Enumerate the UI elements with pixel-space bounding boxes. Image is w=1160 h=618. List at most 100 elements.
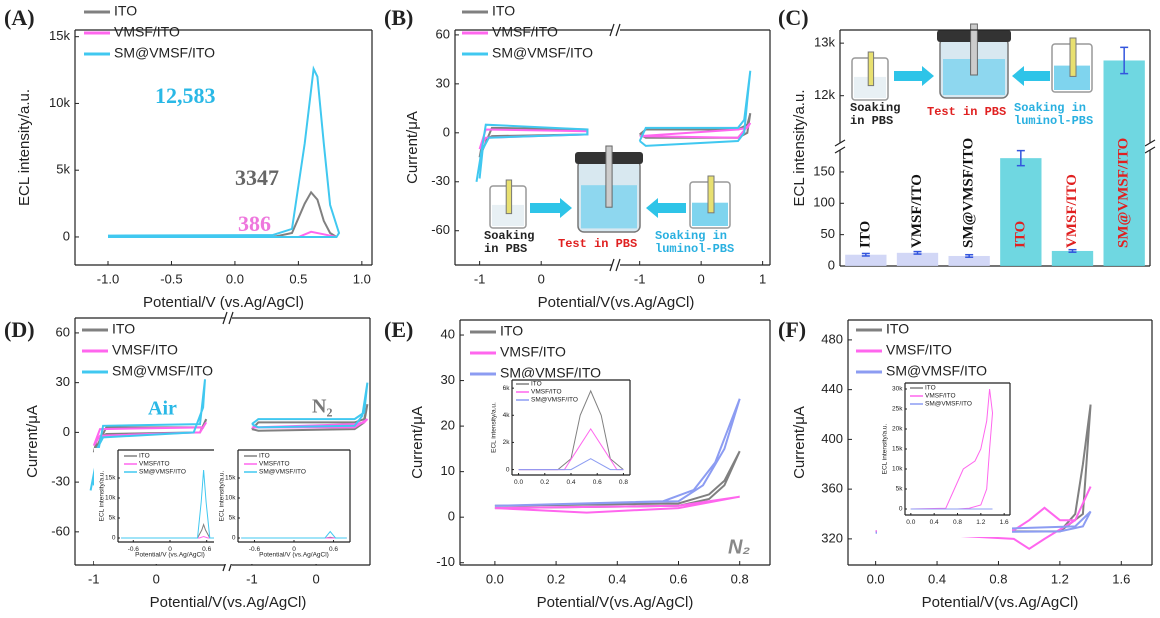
y-tick-label: 60 [56,324,70,339]
x-axis-label: Potential/V(vs.Ag/AgCl) [150,594,307,611]
series-line [251,418,369,429]
y-axis-label: ECL intensity/a.u. [882,423,889,474]
cell-electrode [970,23,978,76]
series-line [241,530,347,539]
x-tick-label: 0.0 [226,271,244,286]
x-tick-label: 1.2 [976,519,985,526]
axis-line [615,23,621,37]
y-tick-label: 5k [109,515,117,522]
x-tick-label: 0.8 [953,519,962,526]
axis-line [1144,139,1156,147]
beaker-liquid [492,204,524,226]
y-axis-label: ECL intensity/a.u. [99,470,106,521]
series-line [638,70,752,147]
panel-label: (A) [4,5,35,30]
y-tick-label: 5k [229,515,237,522]
series-line [121,469,219,539]
y-tick-label: -30 [51,474,70,489]
axis-line [609,23,615,37]
legend-label: VMSF/ITO [259,461,290,468]
y-tick-label: 50 [821,226,835,241]
y-tick-label: 0 [828,257,835,272]
series-line [494,398,741,507]
y-tick-label: 360 [821,481,843,496]
x-axis-label: Potential/V (vs.Ag/AgCl) [143,294,304,311]
electrode [707,175,715,214]
series-line [108,190,338,238]
x-tick-label: 0.6 [593,479,602,486]
panel-label: (C) [778,5,809,30]
x-tick-label: -0.6 [249,546,261,553]
y-tick-label: 40 [441,326,455,341]
legend-label: VMSF/ITO [492,24,558,40]
bar [948,255,990,266]
y-axis-label: Current/μA [404,111,421,184]
series-line [92,421,208,447]
y-tick-label: 5k [896,486,904,493]
arrow [1012,66,1050,86]
series-line [518,458,624,471]
y-tick-label: 15k [49,28,70,43]
series-line [639,122,752,139]
x-tick-label: 0 [698,271,705,286]
x-tick-label: 0.8 [731,571,749,586]
series-line [475,123,589,182]
x-tick-label: -1 [88,571,100,586]
y-tick-label: 15k [105,475,116,482]
series-line [251,403,369,432]
y-tick-label: -30 [431,173,450,188]
panel-label: (E) [384,317,413,342]
bar-label: SM@VMSF/ITO [1116,138,1132,248]
x-tick-label: 0.0 [486,571,504,586]
y-tick-label: 4k [503,412,511,419]
y-tick-label: 30k [892,386,903,393]
y-tick-label: 480 [821,331,843,346]
y-tick-label: 25k [892,406,903,413]
series-line [875,510,1092,534]
x-tick-label: 0.2 [547,571,565,586]
bar [845,254,887,266]
y-tick-label: 60 [436,26,450,41]
y-tick-label: 440 [821,381,843,396]
y-tick-label: 20 [441,418,455,433]
legend-label: ITO [925,385,936,392]
bar-label: ITO [1012,221,1028,248]
legend-label: SM@VMSF/ITO [112,363,213,379]
x-tick-label: 0.8 [619,479,628,486]
annotation: N₂ [312,396,332,418]
x-axis-label: Potential/V(vs.Ag/AgCl) [538,294,695,311]
x-tick-label: 0.4 [930,519,939,526]
y-tick-label: -10 [436,554,455,569]
inset-background [94,448,224,564]
y-tick-label: 30 [56,374,70,389]
y-tick-label: 20k [892,426,903,433]
x-tick-label: 0 [312,571,319,586]
bar-label: VMSF/ITO [909,174,925,248]
legend-label: ITO [259,453,270,460]
axis-line [609,258,615,272]
legend-label: VMSF/ITO [139,461,170,468]
x-tick-label: -1.0 [97,271,119,286]
x-tick-label: -0.6 [128,546,140,553]
y-tick-label: 13k [814,35,835,50]
annotation: N₂ [728,536,750,558]
y-tick-label: 0 [63,228,70,243]
axis-line [615,258,621,272]
y-tick-label: 5k [56,162,70,177]
illustration-label: Soaking in luminol-PBS [655,229,735,256]
legend-label: ITO [500,323,523,339]
y-tick-label: 0 [112,535,116,542]
bar-label: ITO [857,221,873,248]
beaker-liquid [692,202,728,226]
legend-label: ITO [531,381,542,388]
inset-background [486,378,632,497]
legend-label: SM@VMSF/ITO [492,45,593,61]
x-tick-label: 0.0 [906,519,915,526]
x-tick-label: -1 [246,571,258,586]
series-line [875,486,1092,550]
electrode [505,179,513,215]
y-tick-label: 6k [503,385,511,392]
y-axis-label: ECL intensity/a.u. [16,89,33,206]
